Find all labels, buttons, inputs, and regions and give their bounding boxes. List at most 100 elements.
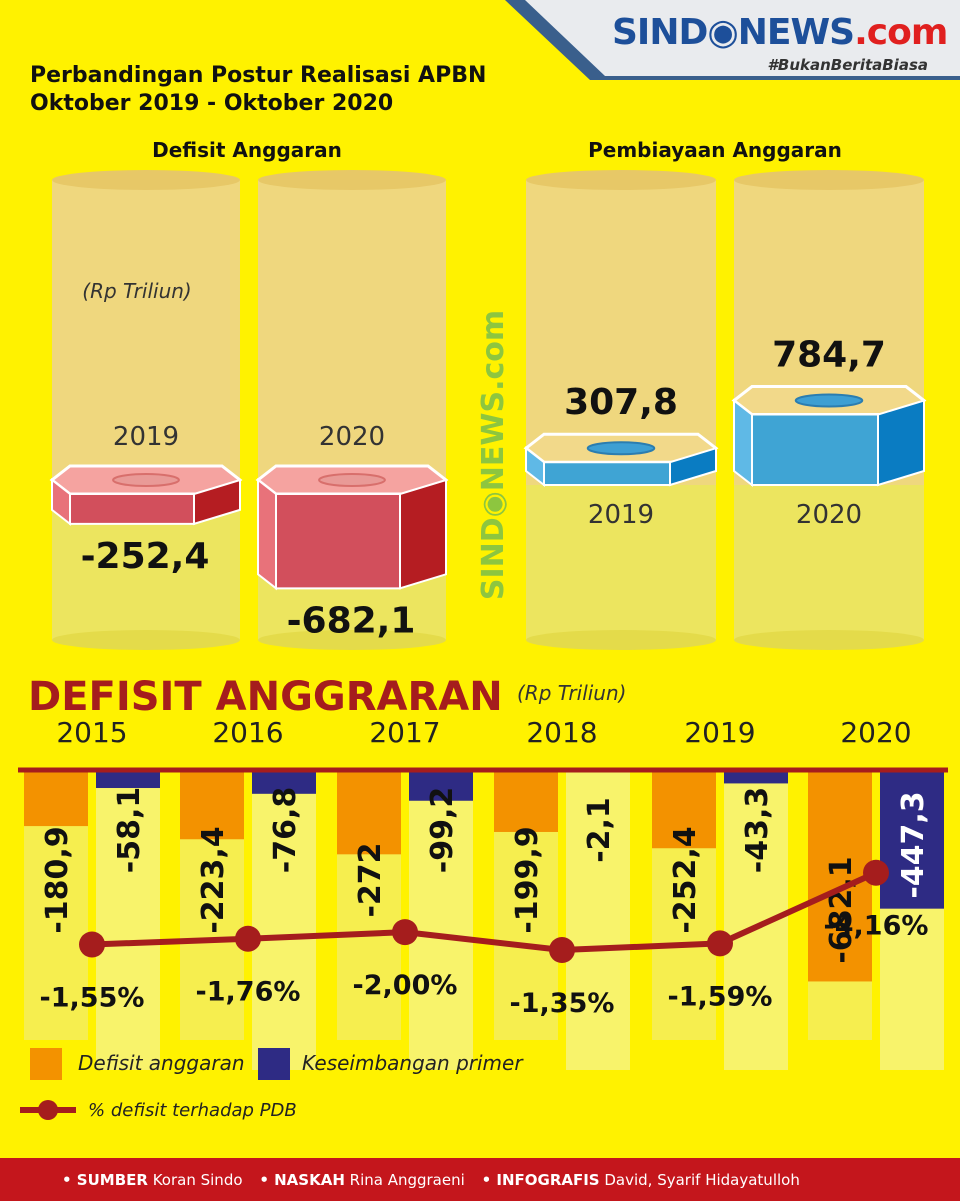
- vertical-watermark: SIND◉NEWS.com: [476, 310, 511, 600]
- svg-text:SIND◉NEWS.com: SIND◉NEWS.com: [612, 12, 947, 53]
- brand-tagline: #BukanBeritaBiasa: [767, 56, 928, 74]
- legend-swatch-primer: [258, 1048, 290, 1080]
- defisit-2020-cylinder-bottom-cap: [258, 630, 446, 650]
- defisit-2019-value-label: -252,4: [81, 536, 210, 577]
- label-defisit-2017: -272: [353, 842, 388, 917]
- label-defisit-2019: -252,4: [668, 826, 703, 933]
- pemb-2020-year-label: 2020: [796, 500, 862, 530]
- bg-col-primer-2016: [252, 770, 316, 1070]
- footer-bar: [0, 1158, 960, 1201]
- brand-logo: SIND◉NEWS: [612, 12, 854, 53]
- pemb-2020-cylinder-lower: [734, 485, 924, 640]
- year-label-2017: 2017: [369, 716, 440, 749]
- year-label-2015: 2015: [56, 716, 127, 749]
- pembiayaan-section-title: Pembiayaan Anggaran: [588, 138, 842, 162]
- bar-primer-2015: [96, 770, 160, 789]
- bar-primer-2019: [724, 770, 788, 784]
- pemb-2020-nut-middle-face: [751, 413, 879, 486]
- defisit-2019-cylinder-lower: [52, 504, 240, 640]
- defisit-2020-nut-middle-face: [275, 493, 401, 590]
- pemb-2019-cylinder-bottom-cap: [526, 630, 716, 650]
- defisit-2020-cylinder-top-cap: [258, 170, 446, 190]
- pemb-2019-value-label: 307,8: [564, 382, 678, 423]
- pemb-2019-nut-hole: [586, 441, 656, 456]
- label-defisit-2016: -223,4: [196, 826, 231, 933]
- bar-defisit-2016: [180, 770, 244, 840]
- bar-defisit-2017: [337, 770, 401, 855]
- label-defisit-2018: -199,9: [510, 826, 545, 933]
- bar-primer-2017: [409, 770, 473, 801]
- defisit-2020-nut-right-face: [399, 478, 447, 590]
- pdb-label-2019: -1,59%: [668, 981, 773, 1012]
- bar-primer-2020: [880, 770, 944, 909]
- label-primer-2015: -58,1: [112, 787, 147, 873]
- pdb-point-2020: [863, 859, 889, 886]
- legend-label-pdb: % defisit terhadap PDB: [88, 1100, 297, 1121]
- bottom-bg-columns: [24, 770, 944, 1070]
- label-defisit-2015: -180,9: [40, 826, 75, 933]
- legend-label-primer: Keseimbangan primer: [302, 1051, 524, 1075]
- bottom-chart-title: DEFISIT ANGGRARAN: [28, 674, 503, 720]
- pdb-label-2017: -2,00%: [353, 970, 458, 1001]
- pemb-2020-value-label: 784,7: [772, 335, 886, 376]
- defisit-2020-cylinder-upper: [258, 180, 446, 504]
- top-marks: 2019 -252,4 2020 -682,1 2019 307,8 2020 784,7: [49, 335, 927, 641]
- bar-primer-2016: [252, 770, 316, 794]
- pdb-point-2015: [79, 931, 105, 958]
- defisit-2019-cylinder-bottom-cap: [52, 630, 240, 650]
- pemb-2019-year-label: 2019: [588, 500, 654, 530]
- defisit-2020-nut-left-face: [257, 477, 277, 591]
- legend: Defisit anggaran Keseimbangan primer % d…: [20, 1048, 524, 1121]
- bottom-bars: 2015 2016 2017 2018 2019 2020 -180,9 -58,1 -223,…: [24, 716, 944, 982]
- pdb-label-2020: -4,16%: [824, 911, 929, 942]
- bar-defisit-2020: [808, 770, 872, 982]
- footer-graphic-label: • INFOGRAFIS: [482, 1171, 600, 1189]
- defisit-2020-nut-hole: [318, 473, 386, 487]
- footer-writer-label: • NASKAH: [259, 1171, 345, 1189]
- pdb-label-2016: -1,76%: [196, 977, 301, 1008]
- pemb-2020-cylinder-top-cap: [734, 170, 924, 190]
- label-primer-2019: -43,3: [740, 787, 775, 873]
- defisit-2019-cylinder-top-cap: [52, 170, 240, 190]
- pdb-point-2017: [392, 919, 418, 946]
- top-unit-note: (Rp Triliun): [82, 279, 191, 303]
- defisit-2020-nut: [255, 464, 449, 591]
- bar-defisit-2019: [652, 770, 716, 849]
- pdb-point-2018: [549, 937, 575, 963]
- year-label-2016: 2016: [212, 716, 283, 749]
- footer: • SUMBER Koran Sindo • NASKAH Rina Anggr…: [0, 1158, 960, 1201]
- label-primer-2018: -2,1: [582, 797, 617, 863]
- title-line-2: Oktober 2019 - Oktober 2020: [30, 91, 393, 116]
- footer-writer-value: Rina Anggraeni: [345, 1171, 465, 1189]
- pemb-2020-cylinder-bottom-cap: [734, 630, 924, 650]
- bg-col-primer-2018: [566, 770, 630, 1070]
- brand-logo-suffix: .com: [854, 12, 947, 53]
- pemb-2020-nut: [731, 385, 927, 488]
- pdb-point-2016: [235, 925, 261, 952]
- defisit-2019-nut-middle-face: [69, 493, 195, 525]
- footer-graphic-value: David, Syarif Hidayatulloh: [600, 1171, 800, 1189]
- footer-source-label: • SUMBER: [62, 1171, 148, 1189]
- bg-col-primer-2015: [96, 770, 160, 1070]
- pdb-label-2015: -1,55%: [40, 983, 145, 1014]
- pemb-2019-cylinder-lower: [526, 485, 716, 640]
- bar-defisit-2018: [494, 770, 558, 832]
- year-label-2019: 2019: [684, 716, 755, 749]
- label-primer-2017: -99,2: [425, 787, 460, 873]
- bg-col-primer-2017: [409, 770, 473, 1070]
- pemb-2020-nut-hole: [794, 393, 864, 408]
- pdb-line-layer: -1,55% -1,76% -2,00% -1,35% -1,59% -4,16%: [40, 859, 929, 1019]
- bar-defisit-2015: [24, 770, 88, 827]
- defisit-2019-nut: [49, 464, 243, 526]
- legend-marker-pdb: [38, 1100, 58, 1120]
- pemb-2020-nut-right-face: [877, 399, 925, 487]
- defisit-2019-cylinder-upper: [52, 180, 240, 504]
- defisit-2019-year-label: 2019: [113, 422, 179, 452]
- pdb-point-2019: [707, 930, 733, 957]
- legend-swatch-defisit: [30, 1048, 62, 1080]
- year-label-2018: 2018: [526, 716, 597, 749]
- footer-source-value: Koran Sindo: [148, 1171, 243, 1189]
- pemb-2019-nut-middle-face: [543, 461, 671, 486]
- pdb-line: [91, 869, 878, 953]
